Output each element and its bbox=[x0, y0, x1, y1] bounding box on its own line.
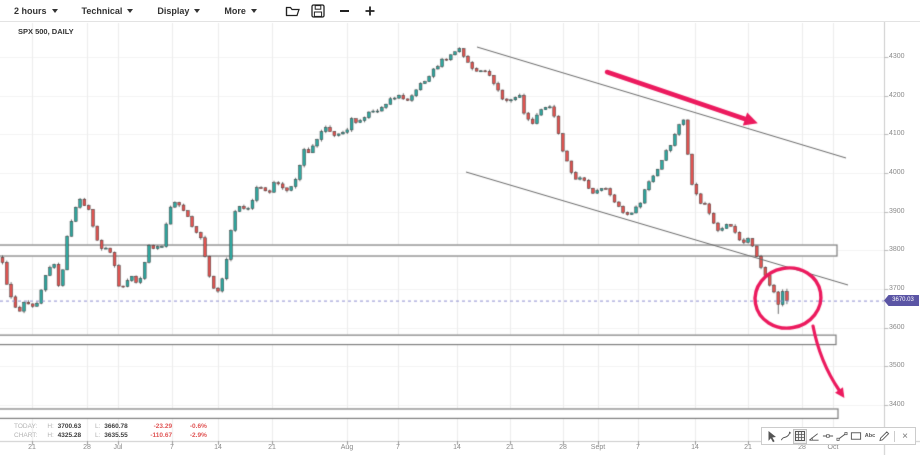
date-axis-label: 14 bbox=[691, 444, 699, 451]
date-axis-label: 21 bbox=[268, 444, 276, 451]
price-axis-label: 3800 bbox=[889, 246, 905, 254]
date-axis-label: 7 bbox=[396, 444, 400, 451]
chart-low-value: 3635.55 bbox=[104, 431, 128, 439]
top-toolbar: 2 hours Technical Display More bbox=[0, 0, 920, 22]
pencil-icon[interactable] bbox=[878, 430, 890, 443]
price-axis-label: 4200 bbox=[889, 91, 905, 99]
trend-angle-icon[interactable] bbox=[808, 430, 820, 443]
stats-row-chart: CHART: H: 4325.28 L: 3635.55 -110.67 -2.… bbox=[14, 432, 207, 441]
timeframe-menu-label: 2 hours bbox=[14, 5, 47, 16]
date-axis-label: 14 bbox=[214, 444, 222, 451]
high-key: H: bbox=[47, 423, 54, 430]
today-high-value: 3700.63 bbox=[57, 423, 82, 430]
price-axis-label: 3700 bbox=[889, 285, 905, 292]
date-axis-label: Oct bbox=[827, 444, 839, 451]
trendline-icon[interactable] bbox=[836, 430, 848, 443]
cursor-icon[interactable] bbox=[766, 430, 778, 443]
date-axis-label: 14 bbox=[453, 444, 461, 451]
text-label-icon[interactable]: Abc bbox=[864, 433, 876, 439]
date-axis-label: Sept bbox=[590, 444, 606, 451]
stats-row-label: TODAY: bbox=[14, 423, 38, 430]
low-key: L: bbox=[95, 431, 101, 439]
display-menu-label: Display bbox=[157, 5, 190, 16]
low-key: L: bbox=[95, 423, 101, 430]
toolbar-separator bbox=[892, 430, 897, 442]
drawing-toolbar: Abc × bbox=[761, 427, 916, 445]
chevron-down-icon bbox=[51, 8, 58, 13]
date-axis-label: Jul bbox=[113, 444, 123, 451]
zoom-in-icon[interactable] bbox=[363, 3, 378, 18]
grid-icon[interactable] bbox=[793, 428, 807, 444]
high-key: H: bbox=[47, 431, 54, 439]
more-menu-label: More bbox=[224, 5, 246, 16]
price-axis-label: 3500 bbox=[889, 362, 905, 370]
chart-high-value: 4325.28 bbox=[57, 431, 82, 439]
today-change-pct: -0.6% bbox=[189, 423, 207, 430]
technical-menu-label: Technical bbox=[81, 5, 123, 16]
toolbar-icon-group bbox=[285, 3, 378, 18]
date-axis-label: 7 bbox=[170, 444, 174, 451]
draw-arrow-icon[interactable] bbox=[780, 430, 792, 443]
chevron-down-icon bbox=[194, 8, 201, 13]
current-price-tag: 3670.03 bbox=[884, 295, 919, 306]
timeframe-menu[interactable]: 2 hours bbox=[14, 6, 58, 16]
price-axis-label: 3900 bbox=[889, 207, 905, 215]
more-menu[interactable]: More bbox=[224, 6, 257, 16]
chevron-down-icon bbox=[127, 8, 134, 13]
today-low-value: 3660.78 bbox=[104, 423, 128, 430]
date-axis-label: 28 bbox=[559, 444, 567, 451]
save-icon[interactable] bbox=[311, 3, 326, 18]
open-folder-icon[interactable] bbox=[285, 3, 300, 18]
stats-row-label: CHART: bbox=[14, 431, 38, 439]
rectangle-icon[interactable] bbox=[850, 430, 862, 443]
today-change-value: -23.29 bbox=[153, 423, 173, 430]
date-axis-label: 28 bbox=[798, 444, 806, 451]
date-axis-label: 28 bbox=[83, 444, 91, 451]
date-axis-label: Aug bbox=[340, 444, 354, 451]
date-axis-label: 7 bbox=[636, 444, 640, 451]
price-axis-label: 3600 bbox=[889, 323, 905, 331]
chart-change-value: -110.67 bbox=[150, 431, 173, 439]
date-axis-label: 21 bbox=[744, 444, 752, 451]
chevron-down-icon bbox=[250, 8, 257, 13]
date-axis-label: 21 bbox=[28, 444, 36, 451]
price-axis-label: 4000 bbox=[889, 169, 905, 176]
horizontal-line-icon[interactable] bbox=[822, 430, 834, 443]
date-axis-label: 21 bbox=[506, 444, 514, 451]
close-icon[interactable]: × bbox=[902, 430, 908, 442]
chart-change-pct: -2.9% bbox=[189, 431, 207, 439]
price-axis-label: 4100 bbox=[889, 130, 905, 138]
technical-menu[interactable]: Technical bbox=[82, 6, 134, 16]
zoom-out-icon[interactable] bbox=[337, 3, 352, 18]
price-axis-label: 3400 bbox=[889, 401, 905, 408]
stats-panel: TODAY: H: 3700.63 L: 3660.78 -23.29 -0.6… bbox=[14, 423, 207, 440]
stats-row-today: TODAY: H: 3700.63 L: 3660.78 -23.29 -0.6… bbox=[14, 423, 207, 432]
display-menu[interactable]: Display bbox=[157, 5, 201, 16]
price-axis-label: 4300 bbox=[889, 53, 905, 60]
symbol-label: SPX 500, DAILY bbox=[18, 27, 74, 36]
